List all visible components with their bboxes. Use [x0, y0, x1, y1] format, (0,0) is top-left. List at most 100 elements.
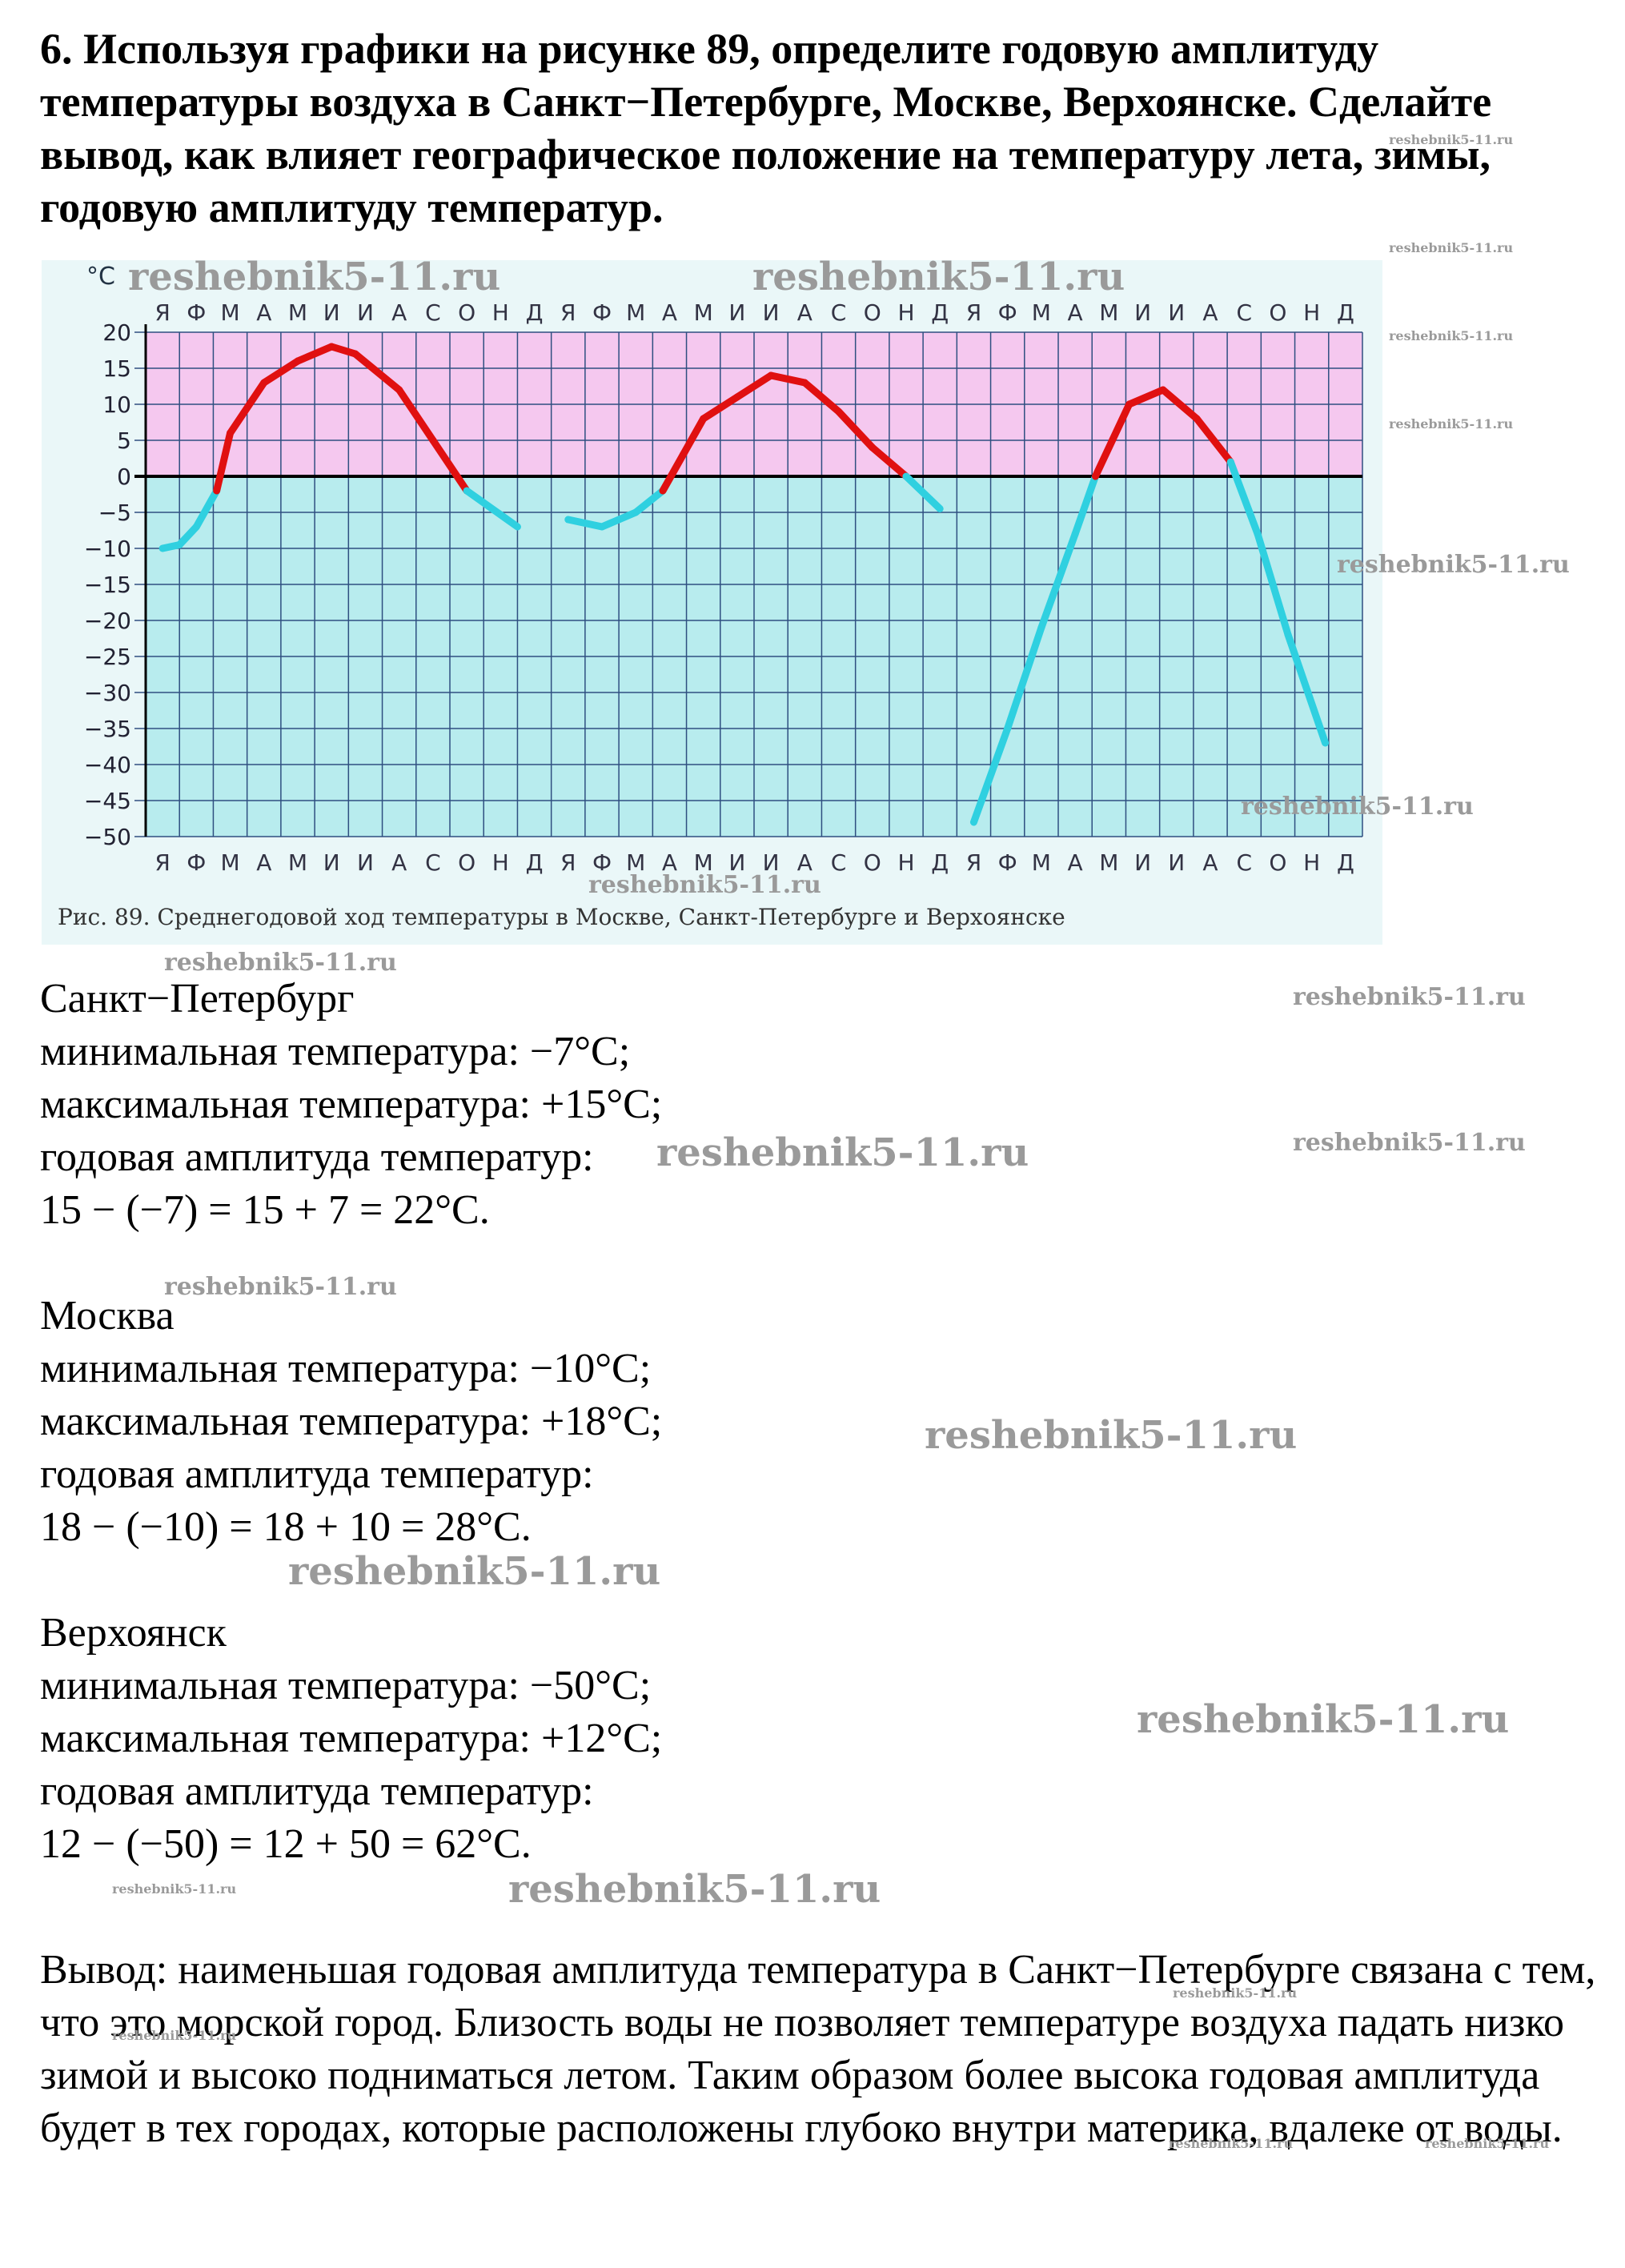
- temperature-segment-negative: [1284, 631, 1330, 747]
- month-label: Я: [154, 849, 170, 876]
- temperature-lines: [158, 343, 1330, 826]
- y-tick-label: −50: [84, 824, 131, 850]
- month-label: Ф: [998, 299, 1017, 326]
- month-label: А: [662, 299, 677, 326]
- temperature-segment-positive: [800, 379, 843, 415]
- month-label: И: [1134, 299, 1151, 326]
- y-axis-ticks: 20 15 10 5 0 −5 −10 −15 −20 −25 −30 −35 −40 −45 −50: [84, 319, 131, 850]
- y-tick-label: −10: [84, 536, 131, 562]
- temperature-segment-positive: [213, 429, 235, 495]
- month-label: С: [1236, 299, 1252, 326]
- unit-label: °C: [86, 263, 115, 291]
- city-name: Москва: [40, 1293, 175, 1339]
- amplitude-label: годовая амплитуда температур:: [40, 1451, 594, 1497]
- y-tick-label: 0: [117, 464, 131, 490]
- month-label: С: [425, 299, 441, 326]
- temperature-segment-positive: [227, 379, 268, 437]
- temperature-segment-positive: [260, 357, 302, 387]
- temperature-segment-negative: [1037, 530, 1079, 632]
- month-label: И: [323, 849, 340, 876]
- month-label: А: [797, 299, 812, 326]
- temperature-segment-positive: [351, 350, 403, 394]
- watermark: reshebnik5-11.ru: [1389, 328, 1514, 343]
- month-label: Ф: [592, 849, 612, 876]
- month-label: О: [864, 299, 881, 326]
- month-label: И: [357, 849, 374, 876]
- month-label: М: [220, 299, 239, 326]
- min-temperature: минимальная температура: −10°C;: [40, 1346, 652, 1391]
- month-label: О: [1269, 849, 1286, 876]
- month-label: Н: [897, 849, 914, 876]
- amplitude-calc: 12 − (−50) = 12 + 50 = 62°C.: [40, 1821, 532, 1867]
- max-temperature: максимальная температура: +18°C;: [40, 1399, 663, 1444]
- temperature-segment-positive: [395, 386, 437, 444]
- month-label: И: [323, 299, 340, 326]
- temperature-segment-negative: [1226, 458, 1262, 538]
- month-label: А: [1202, 299, 1218, 326]
- temperature-segment-positive: [679, 415, 708, 459]
- month-label: М: [220, 849, 239, 876]
- month-label: Н: [1303, 299, 1320, 326]
- temperature-segment-negative: [598, 508, 640, 531]
- question-number: 6.: [40, 25, 73, 73]
- y-tick-label: −15: [84, 572, 131, 598]
- month-label: Я: [966, 849, 981, 876]
- answers: Санкт−Петербург минимальная температура:…: [40, 973, 1609, 1924]
- month-label: О: [458, 849, 475, 876]
- temperature-segment-positive: [659, 451, 687, 495]
- amplitude-label: годовая амплитуда температур:: [40, 1768, 594, 1814]
- month-label: Я: [966, 299, 981, 326]
- temperature-segment-positive: [733, 371, 775, 401]
- month-label: Н: [492, 849, 509, 876]
- month-label: Ф: [187, 849, 206, 876]
- chart-grid: [134, 324, 1363, 837]
- month-label: А: [662, 849, 677, 876]
- month-label: А: [391, 299, 407, 326]
- temperature-segment-negative: [969, 725, 1012, 826]
- answer-verkhoyansk: Верхоянск минимальная температура: −50°C…: [40, 1607, 1609, 1871]
- y-tick-label: 15: [102, 355, 131, 382]
- month-label: М: [1032, 299, 1051, 326]
- month-label: Я: [154, 299, 170, 326]
- month-label: М: [626, 299, 645, 326]
- watermark: reshebnik5-11.ru: [1389, 416, 1514, 432]
- conclusion-text: Вывод: наименьшая годовая амплитуда темп…: [40, 1947, 1596, 2151]
- question-text: 6. Используя графики на рисунке 89, опре…: [40, 22, 1609, 234]
- figure-caption: Рис. 89. Среднегодовой ход температуры в…: [58, 904, 1065, 930]
- month-label: Н: [1303, 849, 1320, 876]
- month-label: Д: [1337, 849, 1354, 876]
- answer-spb: Санкт−Петербург минимальная температура:…: [40, 973, 1609, 1237]
- month-label: Н: [897, 299, 914, 326]
- temperature-segment-negative: [564, 516, 606, 531]
- y-tick-label: −5: [98, 500, 131, 526]
- month-label: И: [1168, 299, 1185, 326]
- month-label: А: [256, 849, 271, 876]
- month-label: И: [728, 299, 745, 326]
- month-label: С: [831, 849, 847, 876]
- temperature-segment-negative: [632, 487, 667, 516]
- y-tick-label: −30: [84, 680, 131, 706]
- month-label: С: [1236, 849, 1252, 876]
- y-tick-label: 10: [102, 391, 131, 418]
- month-label: Я: [560, 849, 576, 876]
- month-label: С: [831, 299, 847, 326]
- month-label: О: [458, 299, 475, 326]
- month-label: М: [626, 849, 645, 876]
- max-temperature: максимальная температура: +12°C;: [40, 1716, 663, 1761]
- y-tick-label: −25: [84, 644, 131, 670]
- month-label: М: [1099, 849, 1118, 876]
- question-body: Используя графики на рисунке 89, определ…: [40, 25, 1492, 231]
- month-label: А: [391, 849, 407, 876]
- month-label: А: [1202, 849, 1218, 876]
- temperature-segment-positive: [767, 371, 808, 387]
- month-label: Д: [526, 299, 544, 326]
- month-label: Д: [931, 849, 949, 876]
- watermark: reshebnik5-11.ru: [1389, 240, 1514, 255]
- temperature-segment-positive: [869, 444, 910, 480]
- temperature-segment-positive: [700, 393, 741, 423]
- month-label: Н: [492, 299, 509, 326]
- month-label: Я: [560, 299, 576, 326]
